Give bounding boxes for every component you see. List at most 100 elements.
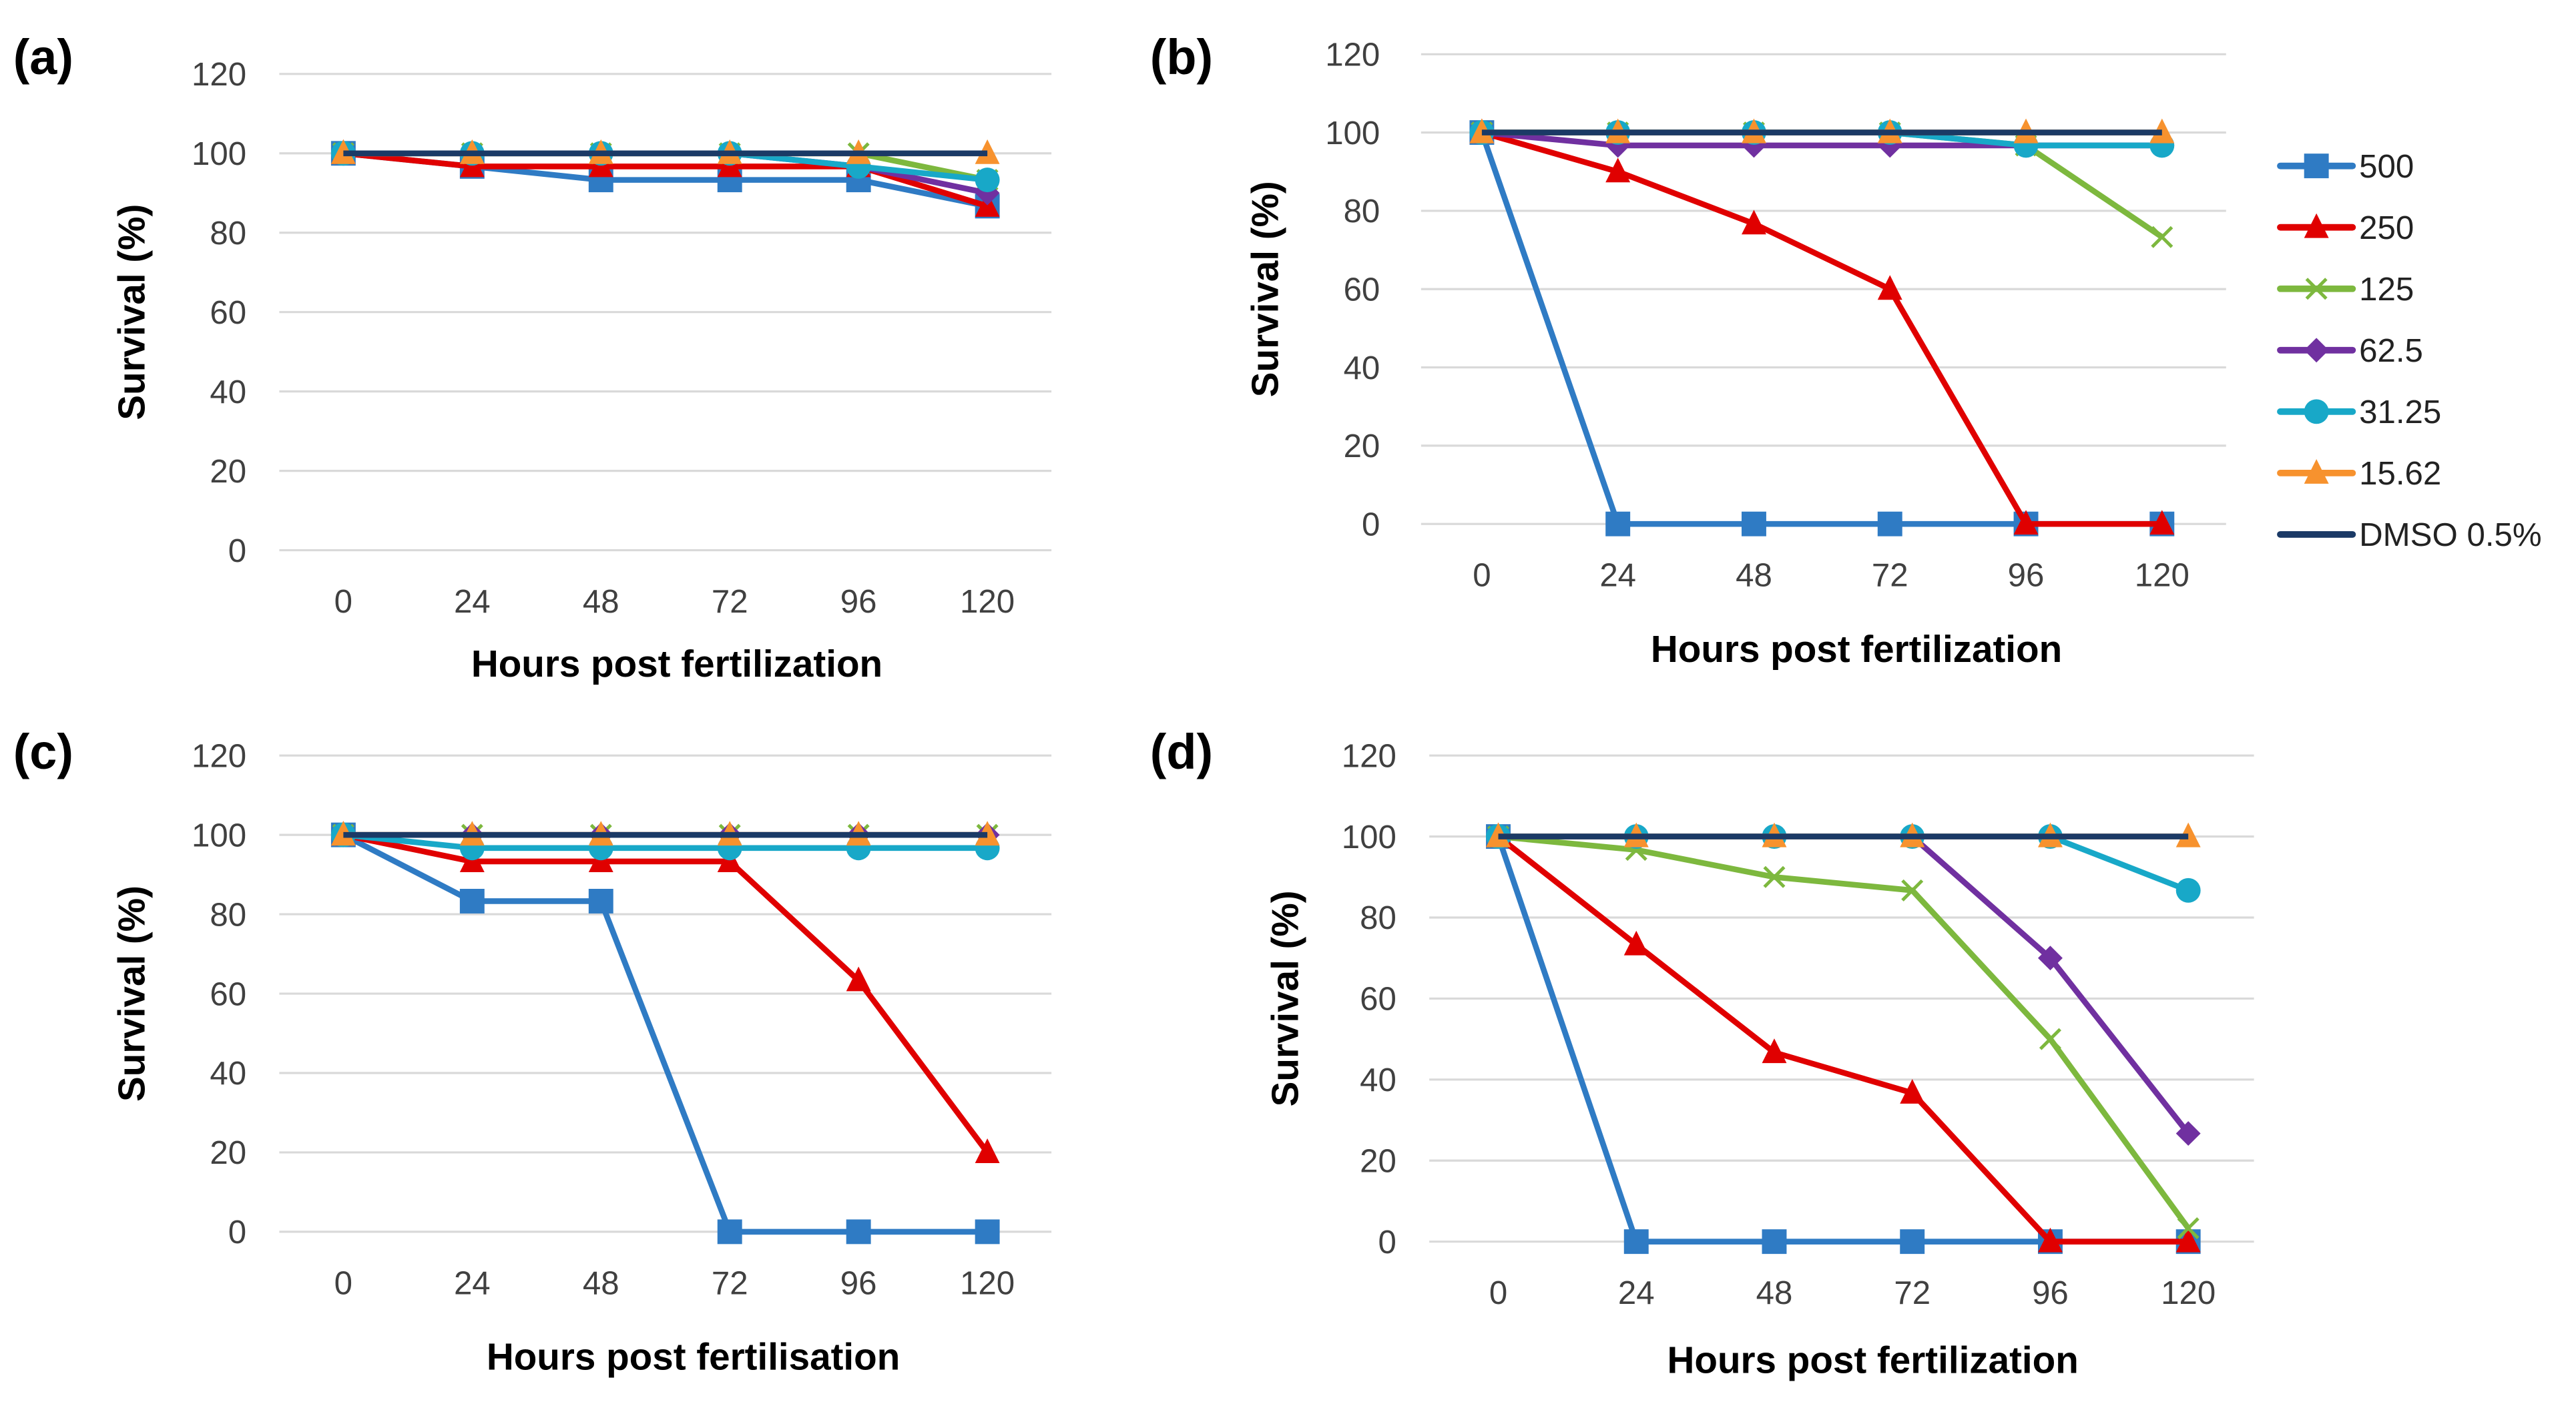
- series-line: [342, 832, 988, 1235]
- series-line: [1498, 833, 2191, 1230]
- data-point: [2177, 1217, 2200, 1240]
- panel-label: (d): [1150, 724, 1213, 779]
- data-point: [1877, 511, 1902, 537]
- legend-label: 125: [2359, 271, 2414, 308]
- y-tick-label: 20: [1344, 428, 1380, 464]
- data-point: [975, 1138, 1000, 1163]
- y-tick-label: 0: [228, 1214, 246, 1251]
- y-tick-label: 40: [1360, 1062, 1396, 1098]
- x-tick-label: 48: [583, 583, 619, 620]
- y-tick-label: 80: [1344, 193, 1380, 230]
- legend-marker: [2304, 399, 2329, 424]
- data-point: [1762, 1229, 1787, 1255]
- chart-panel-d: 0 20 40 60 80 100 120 0 24 48 72 96 120 Hours post fe…: [1150, 724, 2254, 1381]
- legend: 500 250 125 62.5 31.25 15.62 DMSO 0.5%: [2277, 148, 2542, 553]
- data-point: [2013, 510, 2039, 535]
- y-tick-label: 40: [1344, 350, 1380, 386]
- x-tick-label: 96: [840, 583, 877, 620]
- x-tick-label: 0: [334, 583, 352, 620]
- y-tick-label: 120: [1342, 737, 1396, 774]
- y-tick-label: 0: [1378, 1224, 1396, 1261]
- data-point: [2175, 1227, 2201, 1253]
- panel-label: (c): [13, 724, 73, 779]
- y-axis-title: Survival (%): [1244, 181, 1286, 397]
- x-tick-label: 96: [2008, 557, 2045, 594]
- x-tick-label: 24: [454, 1265, 491, 1301]
- legend-marker: [2305, 278, 2328, 300]
- y-tick-label: 120: [1325, 37, 1380, 73]
- data-point: [588, 888, 613, 914]
- x-tick-label: 96: [840, 1265, 877, 1301]
- legend-label: DMSO 0.5%: [2359, 516, 2542, 553]
- y-tick-label: 60: [210, 976, 246, 1012]
- data-point: [2037, 946, 2063, 971]
- x-tick-label: 120: [960, 1265, 1015, 1301]
- legend-item: 15.62: [2277, 455, 2441, 492]
- data-point: [1742, 511, 1766, 537]
- x-tick-label: 48: [1756, 1275, 1793, 1311]
- series-250: [1469, 118, 2175, 535]
- x-tick-label: 0: [334, 1265, 352, 1301]
- series-500: [1486, 824, 2201, 1255]
- legend-item: 125: [2277, 271, 2414, 308]
- y-tick-label: 80: [210, 215, 246, 252]
- data-point: [1742, 210, 1766, 235]
- series-250: [1486, 822, 2201, 1253]
- series-line: [1481, 129, 2162, 527]
- legend-item: 31.25: [2277, 394, 2441, 430]
- y-tick-label: 20: [210, 453, 246, 490]
- data-point: [846, 1219, 871, 1245]
- data-point: [2175, 877, 2201, 903]
- chart-panel-c: 0 20 40 60 80 100 120 0 24 48 72 96 120 Hours post fe…: [13, 724, 1052, 1378]
- data-point: [2151, 226, 2173, 248]
- x-tick-label: 72: [1894, 1275, 1930, 1311]
- x-tick-label: 72: [712, 583, 748, 620]
- x-axis-title: Hours post fertilization: [471, 643, 882, 685]
- y-tick-label: 100: [1342, 819, 1396, 855]
- y-tick-label: 40: [210, 1055, 246, 1092]
- series-line: [1479, 131, 2162, 527]
- series-line: [1495, 835, 2189, 1245]
- legend-marker: [2304, 458, 2329, 484]
- y-tick-label: 0: [228, 533, 246, 569]
- y-axis-title: Survival (%): [111, 886, 153, 1102]
- y-tick-label: 20: [1360, 1142, 1396, 1179]
- y-tick-label: 80: [1360, 900, 1396, 936]
- x-tick-label: 120: [960, 583, 1015, 620]
- legend-item: 62.5: [2277, 332, 2423, 369]
- data-point: [717, 1219, 742, 1245]
- legend-item: 250: [2277, 210, 2414, 246]
- x-tick-label: 120: [2161, 1275, 2216, 1311]
- data-point: [975, 1219, 1000, 1245]
- data-point: [2149, 510, 2175, 535]
- chart-panel-a: 0 20 40 60 80 100 120 0 24 48 72 96 120 Hours post fe…: [13, 29, 1052, 685]
- y-axis-title: Survival (%): [111, 204, 153, 420]
- data-point: [1763, 865, 1786, 888]
- x-axis-title: Hours post fertilization: [1667, 1339, 2079, 1381]
- chart-panel-b: 0 20 40 60 80 100 120 0 24 48 72 96 120 Hours post fe…: [1150, 29, 2226, 670]
- legend-label: 250: [2359, 210, 2414, 246]
- legend-label: 31.25: [2359, 394, 2441, 430]
- y-tick-label: 20: [210, 1134, 246, 1171]
- data-point: [1877, 275, 1902, 300]
- x-tick-label: 24: [454, 583, 491, 620]
- x-tick-label: 72: [1872, 557, 1908, 594]
- y-tick-label: 60: [1344, 271, 1380, 308]
- legend-marker: [2304, 153, 2329, 179]
- legend-marker: [2304, 338, 2329, 363]
- y-tick-label: 40: [210, 374, 246, 410]
- y-axis-title: Survival (%): [1264, 890, 1306, 1106]
- panel-label: (b): [1150, 29, 1213, 85]
- legend-label: 500: [2359, 148, 2414, 185]
- legend-item: DMSO 0.5%: [2277, 516, 2542, 553]
- series-line: [342, 831, 988, 851]
- y-tick-label: 120: [192, 56, 246, 93]
- x-axis-title: Hours post fertilisation: [487, 1336, 900, 1378]
- data-point: [1900, 1229, 1925, 1255]
- x-tick-label: 0: [1473, 557, 1491, 594]
- y-tick-label: 80: [210, 896, 246, 933]
- x-tick-label: 96: [2032, 1275, 2069, 1311]
- x-tick-label: 0: [1489, 1275, 1507, 1311]
- x-tick-label: 48: [1736, 557, 1772, 594]
